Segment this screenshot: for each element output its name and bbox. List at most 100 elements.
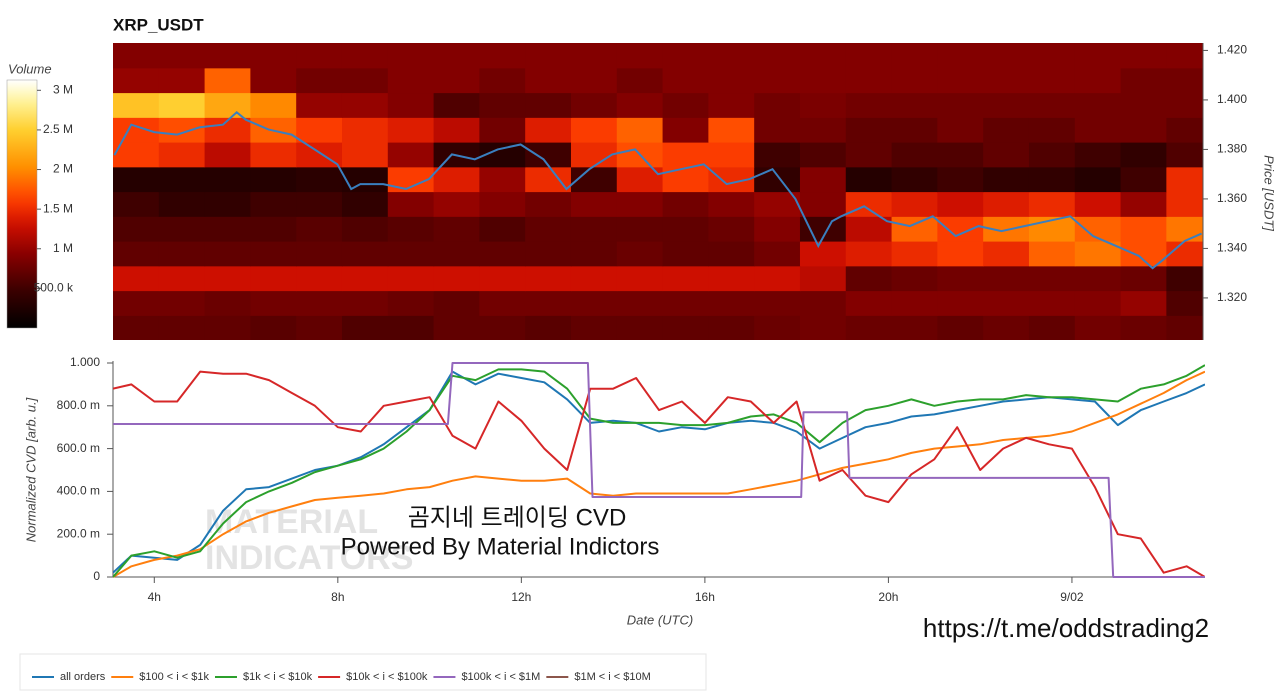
- heatmap-cell: [479, 67, 526, 94]
- legend-box: [19, 653, 707, 691]
- heatmap-cell: [1074, 290, 1122, 316]
- heatmap-cell: [296, 92, 343, 118]
- heatmap-cell: [570, 265, 618, 292]
- annotation: Powered By Material Indictors: [341, 533, 660, 560]
- heatmap-cell: [525, 191, 572, 217]
- heatmap-cell: [250, 67, 297, 94]
- heatmap-cell: [479, 290, 526, 316]
- heatmap-cell: [570, 191, 618, 217]
- heatmap-cell: [708, 142, 755, 168]
- heatmap-cell: [662, 43, 709, 69]
- heatmap-cell: [525, 67, 572, 94]
- heatmap-cell: [341, 216, 389, 242]
- y-tick-label: 1.000: [70, 355, 100, 369]
- heatmap-cell: [891, 142, 938, 168]
- heatmap-cell: [891, 265, 938, 292]
- x-tick-label: 20h: [878, 590, 898, 604]
- heatmap-cell: [1166, 117, 1203, 143]
- heatmap-cell: [845, 290, 893, 316]
- heatmap-cell: [891, 241, 938, 267]
- heatmap-cell: [1120, 67, 1167, 94]
- heatmap-cell: [983, 166, 1030, 193]
- heatmap-cell: [387, 216, 435, 242]
- heatmap-cell: [845, 166, 893, 193]
- heatmap-cell: [341, 290, 389, 316]
- heatmap-cell: [250, 241, 297, 267]
- heatmap-cell: [479, 191, 526, 217]
- legend-label: $1k < i < $10k: [243, 671, 313, 683]
- annotation: 곰지네 트레이딩 CVD: [408, 504, 627, 531]
- watermark-text: MATERIAL: [205, 503, 378, 541]
- heatmap-cell: [479, 166, 526, 193]
- heatmap-cell: [250, 290, 297, 316]
- heatmap-cell: [845, 117, 893, 143]
- heatmap-cell: [296, 117, 343, 143]
- heatmap-cell: [799, 290, 847, 316]
- heatmap-cell: [662, 315, 709, 340]
- heatmap-cell: [158, 191, 206, 217]
- y-axis-label: Price [USDT]: [1262, 155, 1277, 231]
- heatmap-cell: [296, 241, 343, 267]
- heatmap-cell: [341, 166, 389, 193]
- heatmap-cell: [525, 43, 572, 69]
- heatmap-cell: [983, 92, 1030, 118]
- heatmap-cell: [1166, 43, 1203, 69]
- heatmap-cell: [250, 142, 297, 168]
- heatmap-cell: [1074, 191, 1122, 217]
- heatmap-cell: [754, 315, 801, 340]
- y-tick-label: 0: [93, 569, 100, 583]
- heatmap-cell: [983, 241, 1030, 267]
- heatmap-cell: [1120, 315, 1167, 340]
- heatmap-cell: [113, 191, 160, 217]
- heatmap-cell: [525, 241, 572, 267]
- heatmap-cell: [799, 265, 847, 292]
- heatmap-cell: [341, 43, 389, 69]
- heatmap-cell: [158, 142, 206, 168]
- heatmap-cell: [570, 67, 618, 94]
- heatmap-cell: [662, 265, 709, 292]
- heatmap-cell: [433, 92, 480, 118]
- heatmap-cell: [937, 117, 984, 143]
- heatmap-cell: [1074, 315, 1122, 340]
- heatmap-cell: [891, 166, 938, 193]
- price-line: [113, 110, 1203, 270]
- heatmap-cell: [662, 166, 709, 193]
- heatmap-cell: [158, 216, 206, 242]
- heatmap-cell: [754, 43, 801, 69]
- heatmap-cell: [433, 241, 480, 267]
- colorbar-title: Volume: [8, 61, 52, 76]
- heatmap-cell: [433, 67, 480, 94]
- heatmap-cell: [387, 67, 435, 94]
- heatmap-cell: [845, 92, 893, 118]
- heatmap-cell: [983, 290, 1030, 316]
- heatmap-cell: [250, 265, 297, 292]
- heatmap-cell: [1166, 241, 1203, 267]
- heatmap-cell: [662, 67, 709, 94]
- heatmap-cell: [525, 166, 572, 193]
- heatmap-cell: [616, 290, 664, 316]
- heatmap-cell: [845, 67, 893, 94]
- legend-label: all orders: [60, 671, 106, 683]
- heatmap-cell: [1028, 315, 1076, 340]
- heatmap-cell: [525, 265, 572, 292]
- series-line: [113, 364, 1205, 578]
- heatmap-cell: [937, 241, 984, 267]
- heatmap-cell: [845, 142, 893, 168]
- heatmap-cell: [341, 241, 389, 267]
- heatmap-cell: [708, 216, 755, 242]
- heatmap-cell: [754, 241, 801, 267]
- heatmap-cell: [983, 265, 1030, 292]
- heatmap-cell: [433, 117, 480, 143]
- heatmap-cell: [387, 265, 435, 292]
- heatmap-cell: [433, 166, 480, 193]
- heatmap-cell: [341, 315, 389, 340]
- heatmap-cell: [158, 67, 206, 94]
- heatmap-cell: [708, 290, 755, 316]
- heatmap-cell: [525, 92, 572, 118]
- heatmap-cell: [616, 92, 664, 118]
- heatmap-cell: [1120, 43, 1167, 69]
- heatmap-cell: [662, 117, 709, 143]
- heatmap-cell: [433, 216, 480, 242]
- heatmap-cell: [1028, 265, 1076, 292]
